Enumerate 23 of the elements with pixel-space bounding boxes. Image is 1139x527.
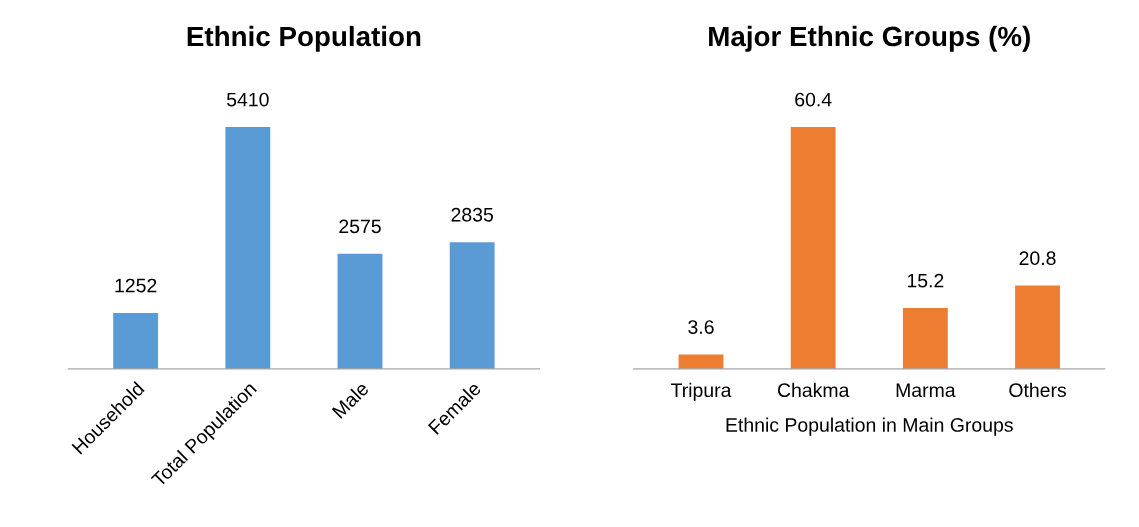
chart-title: Ethnic Population [187,25,421,52]
bar [790,127,836,369]
bar [449,242,495,369]
bar [902,308,948,369]
bar [337,253,383,369]
x-tick-label: Tripura [671,382,732,401]
data-label: 15.2 [907,273,944,288]
bar [113,312,159,369]
chart-title: Major Ethnic Groups (%) [709,25,1030,52]
bar [678,354,724,369]
data-label: 2575 [339,219,381,234]
x-tick-label: Chakma [777,382,850,398]
data-label: 1252 [115,278,157,293]
bar [225,127,271,369]
x-tick-label: Marma [896,383,956,398]
data-label: 5410 [226,92,269,107]
x-tick-label: Others [1009,382,1066,398]
data-label: 2835 [451,207,493,222]
bar [1015,285,1060,369]
data-label: 3.6 [688,320,714,334]
data-label: 60.4 [795,92,832,107]
data-label: 20.8 [1019,251,1056,266]
x-axis-title: Ethnic Population in Main Groups [726,417,1013,436]
